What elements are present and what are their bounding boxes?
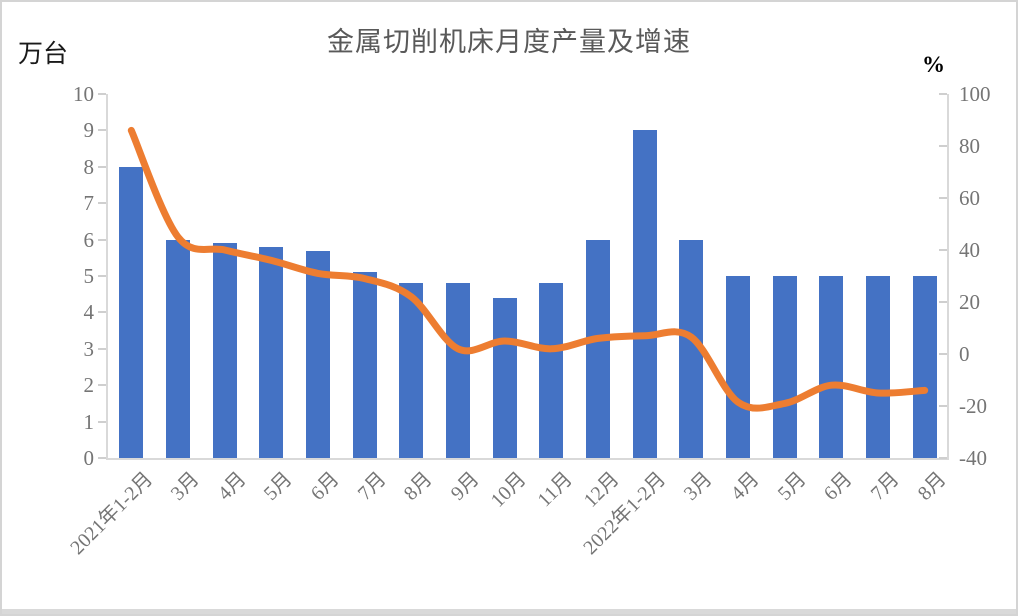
left-axis-tick	[98, 238, 106, 241]
right-axis-tick-label: 100	[959, 82, 991, 106]
left-axis-unit-label: 万台	[18, 41, 69, 68]
right-axis-tick-label: 0	[959, 342, 970, 366]
left-axis-tick	[98, 311, 106, 314]
left-axis-tick	[98, 457, 106, 459]
right-axis-tick	[939, 249, 947, 251]
left-axis-tick	[98, 202, 106, 205]
production-bar	[492, 297, 517, 458]
left-axis-tick	[98, 347, 106, 350]
production-bar	[306, 250, 330, 458]
chart-title: 金属切削机床月度产量及增速	[327, 27, 691, 57]
left-axis-tick	[98, 129, 106, 132]
x-axis-category-label: 8月	[400, 468, 437, 505]
production-bar	[119, 166, 144, 458]
right-axis-tick-label: -40	[959, 446, 987, 470]
production-bar	[679, 239, 704, 458]
right-axis-tick	[939, 457, 947, 459]
production-bar	[726, 276, 750, 458]
production-bar	[399, 283, 424, 458]
left-axis-tick	[98, 384, 106, 387]
x-axis-category-label: 5月	[260, 468, 297, 505]
right-axis-line	[947, 94, 949, 460]
production-bar	[632, 130, 657, 458]
x-axis-category-label: 8月	[913, 468, 951, 505]
left-axis-tick-label: 10	[73, 82, 94, 106]
x-axis-category-label: 4月	[213, 468, 251, 505]
production-bar	[352, 272, 377, 458]
left-axis-tick	[98, 165, 106, 168]
x-axis-category-label: 7月	[866, 468, 904, 505]
left-axis-tick-label: 3	[83, 336, 95, 361]
right-axis-tick	[939, 301, 947, 303]
left-axis-tick-label: 2	[83, 373, 95, 398]
production-bar	[539, 283, 564, 458]
production-bar	[446, 283, 470, 458]
x-axis-category-label: 7月	[353, 468, 391, 505]
x-axis-category-label: 4月	[726, 468, 764, 505]
window-bottom-edge	[2, 609, 1016, 614]
x-axis-category-label: 2021年1-2月	[65, 468, 157, 559]
production-bar	[212, 243, 237, 458]
left-axis-tick	[98, 93, 106, 95]
production-bar	[819, 276, 844, 458]
left-axis-tick	[98, 275, 106, 277]
right-axis-unit-label: %	[922, 52, 945, 77]
x-axis-category-label: 10月	[486, 468, 531, 512]
left-axis-tick-label: 4	[83, 300, 95, 325]
right-axis-tick	[939, 197, 947, 199]
left-axis-tick-label: 8	[83, 154, 95, 179]
x-axis-line	[106, 458, 949, 460]
right-axis-tick	[939, 145, 947, 147]
right-axis-tick-label: 20	[959, 290, 980, 314]
x-axis-category-label: 3月	[166, 468, 204, 505]
production-bar	[259, 246, 284, 458]
x-axis-category-label: 9月	[446, 468, 484, 505]
production-bar	[772, 276, 797, 458]
production-bar	[586, 239, 610, 458]
left-axis-tick-label: 6	[83, 227, 95, 252]
x-axis-category-label: 3月	[680, 468, 717, 505]
right-axis-tick	[939, 353, 947, 355]
left-axis-tick-label: 7	[83, 191, 95, 216]
left-axis-tick-label: 0	[83, 446, 95, 470]
production-bar	[166, 239, 190, 458]
production-bar	[912, 276, 937, 458]
right-axis-tick	[939, 93, 947, 95]
right-axis-tick	[939, 405, 947, 407]
right-axis-tick-label: 40	[959, 238, 980, 262]
left-axis-tick-label: 9	[83, 118, 95, 143]
left-axis-line	[106, 94, 108, 460]
right-axis-tick-label: 80	[959, 134, 980, 158]
left-axis-tick-label: 5	[83, 264, 95, 288]
x-axis-category-label: 6月	[306, 468, 344, 505]
production-bar	[866, 276, 890, 458]
x-axis-category-label: 6月	[820, 468, 857, 505]
right-axis-tick-label: 60	[959, 186, 980, 210]
left-axis-tick	[98, 420, 106, 423]
growth-rate-line	[127, 126, 929, 412]
x-axis-category-label: 5月	[773, 468, 811, 505]
right-axis-tick-label: -20	[959, 394, 987, 418]
x-axis-category-label: 11月	[533, 468, 577, 512]
left-axis-tick-label: 1	[83, 409, 95, 434]
